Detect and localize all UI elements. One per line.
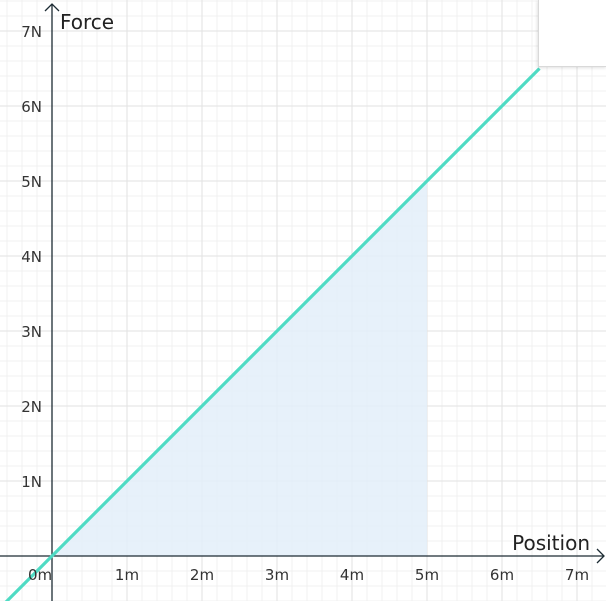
y-tick-label: 4N [21,248,42,266]
y-axis-title: Force [60,10,114,34]
y-tick-label: 7N [21,23,42,41]
y-axis-arrow [44,3,60,12]
y-tick-label: 3N [21,323,42,341]
y-tick-label: 2N [21,398,42,416]
x-tick-label: 0m [28,566,52,584]
y-tick-label: 1N [21,473,42,491]
x-tick-label: 4m [340,566,364,584]
x-tick-label: 3m [265,566,289,584]
legend-box[interactable] [538,0,606,67]
x-tick-label: 1m [115,566,139,584]
y-tick-label: 5N [21,173,42,191]
x-tick-label: 6m [490,566,514,584]
x-axis-arrow [596,548,605,564]
x-tick-label: 2m [190,566,214,584]
line-layer [4,67,541,601]
y-tick-label: 6N [21,98,42,116]
x-tick-label: 7m [565,566,589,584]
x-tick-label: 5m [415,566,439,584]
force-line [4,67,541,601]
tick-labels: 0m 1m 2m 3m 4m 5m 6m 7m 1N 2N 3N 4N 5N 6N 7N [21,23,589,584]
axes [0,3,605,601]
x-axis-title: Position [512,531,590,555]
